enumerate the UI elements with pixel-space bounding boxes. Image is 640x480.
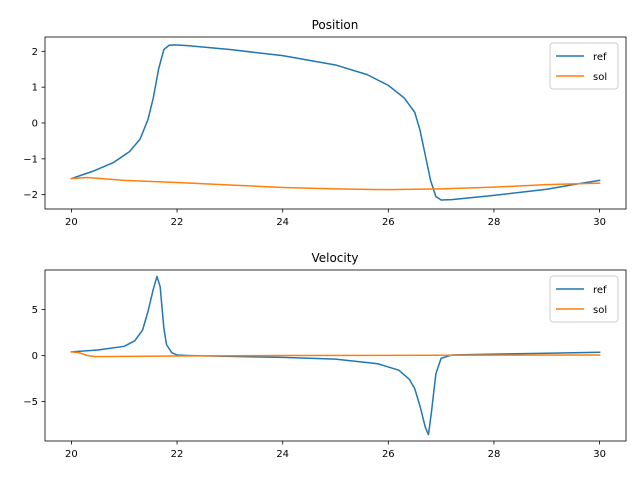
velocity-title: Velocity xyxy=(311,251,358,265)
position-plot: Position 20 22 24 26 28 30 −2 −1 0 1 2 ref sol xyxy=(23,18,627,228)
position-ytick-label: −2 xyxy=(23,190,38,201)
position-axes: 20 22 24 26 28 30 −2 −1 0 1 2 xyxy=(23,36,627,228)
position-xtick-label: 24 xyxy=(276,217,289,228)
position-ytick-label: 2 xyxy=(32,47,38,58)
velocity-legend-sol-label: sol xyxy=(593,305,607,316)
velocity-plot: Velocity 20 22 24 26 28 30 −5 0 5 ref sol xyxy=(23,251,627,460)
velocity-legend-ref-label: ref xyxy=(593,285,607,296)
velocity-legend-box xyxy=(549,275,619,323)
position-xtick-label: 20 xyxy=(65,217,78,228)
velocity-series-ref xyxy=(70,275,601,436)
velocity-series-sol xyxy=(70,350,601,358)
position-ytick-label: 1 xyxy=(32,83,38,94)
position-series-sol xyxy=(70,176,601,191)
velocity-legend: ref sol xyxy=(549,275,619,323)
position-xtick-label: 26 xyxy=(382,217,395,228)
velocity-ytick-label: 0 xyxy=(32,351,38,362)
position-ytick-label: 0 xyxy=(32,119,38,130)
velocity-xtick-label: 24 xyxy=(276,449,289,460)
velocity-ytick-label: −5 xyxy=(23,397,38,408)
position-ytick-label: −1 xyxy=(23,154,38,165)
velocity-xtick-label: 28 xyxy=(488,449,501,460)
position-legend-sol-label: sol xyxy=(593,72,607,83)
position-title: Position xyxy=(312,18,359,32)
position-series-ref xyxy=(70,44,601,201)
position-legend-box xyxy=(549,42,619,90)
velocity-axes: 20 22 24 26 28 30 −5 0 5 xyxy=(23,269,627,460)
position-xtick-label: 22 xyxy=(171,217,184,228)
position-xtick-label: 28 xyxy=(488,217,501,228)
position-xtick-label: 30 xyxy=(593,217,606,228)
velocity-ytick-label: 5 xyxy=(32,305,38,316)
velocity-xtick-label: 26 xyxy=(382,449,395,460)
velocity-xtick-label: 30 xyxy=(593,449,606,460)
velocity-xtick-label: 22 xyxy=(171,449,184,460)
position-legend: ref sol xyxy=(549,42,619,90)
position-legend-ref-label: ref xyxy=(593,52,607,63)
velocity-xtick-label: 20 xyxy=(65,449,78,460)
